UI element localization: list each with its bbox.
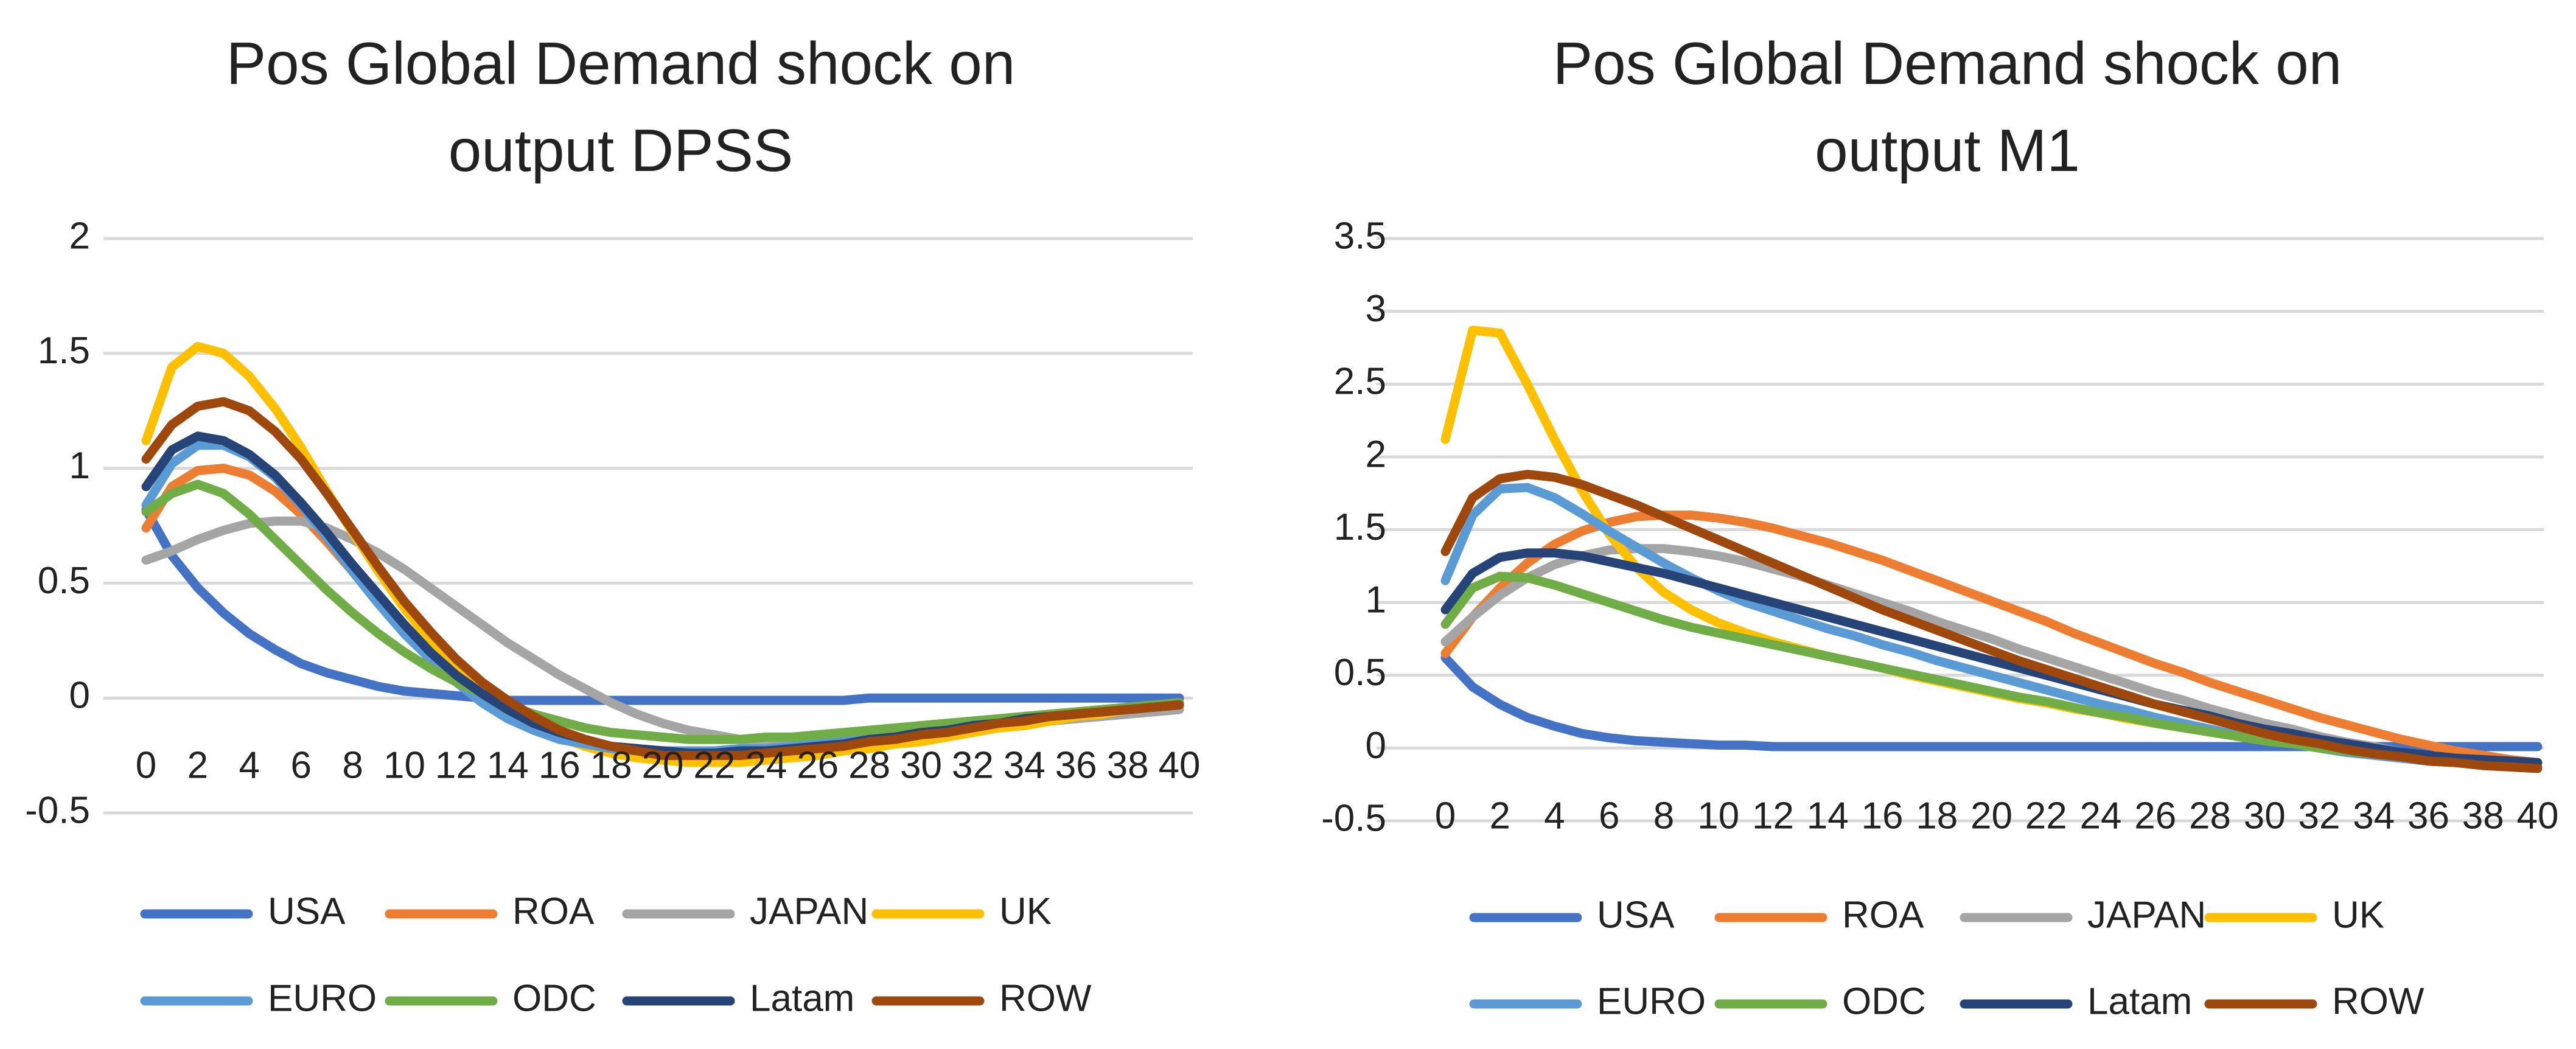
y-tick-label: 1.5 (38, 330, 90, 372)
legend-label-odc: ODC (512, 977, 596, 1019)
x-tick-label: 18 (590, 744, 632, 786)
y-tick-label: 1.5 (1334, 506, 1386, 548)
legend-label-euro: EURO (1597, 980, 1706, 1022)
y-tick-label: 0.5 (1334, 652, 1386, 694)
legend-label-uk: UK (999, 890, 1052, 932)
x-tick-label: 36 (2407, 795, 2449, 837)
legend-label-odc: ODC (1842, 980, 1926, 1022)
y-tick-label: 0 (69, 675, 90, 717)
x-tick-label: 10 (1697, 795, 1739, 837)
x-tick-label: 14 (487, 744, 529, 786)
x-tick-label: 30 (900, 744, 942, 786)
x-tick-label: 28 (2189, 795, 2231, 837)
x-tick-label: 22 (2025, 795, 2067, 837)
legend-label-euro: EURO (268, 977, 377, 1019)
series-line-roa (1440, 511, 2543, 767)
series-line-row (141, 397, 1184, 761)
x-tick-label: 8 (342, 744, 363, 786)
y-tick-label: -0.5 (25, 789, 90, 831)
x-tick-label: 18 (1916, 795, 1958, 837)
y-tick-label: 0 (1366, 725, 1386, 767)
legend-label-roa: ROA (512, 890, 595, 932)
y-tick-label: 2 (69, 215, 90, 257)
y-tick-label: 0.5 (38, 560, 90, 602)
chart-title-line: output DPSS (449, 117, 794, 184)
x-tick-label: 38 (2462, 795, 2504, 837)
x-tick-label: 4 (239, 744, 260, 786)
legend-label-row: ROW (2332, 980, 2424, 1022)
x-tick-label: 0 (136, 744, 156, 786)
chart-title-line: Pos Global Demand shock on (226, 30, 1016, 97)
x-tick-label: 16 (539, 744, 581, 786)
legend-label-usa: USA (268, 890, 346, 932)
legend-label-japan: JAPAN (750, 890, 868, 932)
x-tick-label: 12 (1752, 795, 1794, 837)
x-tick-label: 8 (1653, 795, 1674, 837)
y-tick-label: 3 (1366, 288, 1386, 330)
x-tick-label: 32 (2299, 795, 2340, 837)
legend-label-roa: ROA (1842, 894, 1924, 936)
x-tick-label: 34 (1004, 744, 1045, 786)
series-line-row (1440, 470, 2543, 773)
y-tick-label: 1 (1366, 579, 1386, 621)
x-tick-label: 32 (952, 744, 994, 786)
x-tick-label: 2 (187, 744, 208, 786)
x-tick-label: 40 (2517, 795, 2559, 837)
chart-title-line: output M1 (1815, 117, 2080, 184)
legend-label-usa: USA (1597, 894, 1675, 936)
x-tick-label: 30 (2244, 795, 2286, 837)
x-tick-label: 26 (2134, 795, 2176, 837)
y-tick-label: -0.5 (1321, 797, 1386, 839)
x-tick-label: 14 (1807, 795, 1849, 837)
legend-label-uk: UK (2332, 894, 2384, 936)
legend-label-latam: Latam (2087, 980, 2192, 1022)
x-tick-label: 2 (1490, 795, 1510, 837)
x-tick-label: 12 (435, 744, 477, 786)
x-tick-label: 20 (642, 744, 684, 786)
x-tick-label: 24 (745, 744, 787, 786)
x-tick-label: 16 (1862, 795, 1904, 837)
x-tick-label: 6 (1599, 795, 1619, 837)
x-tick-label: 26 (797, 744, 839, 786)
series-line-usa (141, 505, 1184, 705)
y-tick-label: 3.5 (1334, 215, 1386, 257)
legend-label-row: ROW (999, 977, 1092, 1019)
x-tick-label: 24 (2080, 795, 2122, 837)
x-tick-label: 40 (1159, 744, 1201, 786)
x-tick-label: 0 (1435, 795, 1456, 837)
series-line-latam (1440, 548, 2543, 767)
x-tick-label: 28 (848, 744, 890, 786)
legend-label-japan: JAPAN (2087, 894, 2206, 936)
x-tick-label: 20 (1970, 795, 2012, 837)
x-tick-label: 22 (693, 744, 735, 786)
x-tick-label: 36 (1055, 744, 1097, 786)
y-tick-label: 2 (1366, 433, 1386, 475)
x-tick-label: 34 (2353, 795, 2395, 837)
chart-title-line: Pos Global Demand shock on (1553, 30, 2342, 97)
legend-label-latam: Latam (750, 977, 854, 1019)
chart-dpss: Pos Global Demand shock on output DPSS 2 1.… (25, 30, 1200, 1019)
x-tick-label: 4 (1544, 795, 1565, 837)
y-tick-label: 1 (69, 445, 90, 487)
x-tick-label: 38 (1107, 744, 1149, 786)
x-tick-label: 10 (383, 744, 425, 786)
y-tick-label: 2.5 (1334, 361, 1386, 403)
x-tick-label: 6 (290, 744, 311, 786)
